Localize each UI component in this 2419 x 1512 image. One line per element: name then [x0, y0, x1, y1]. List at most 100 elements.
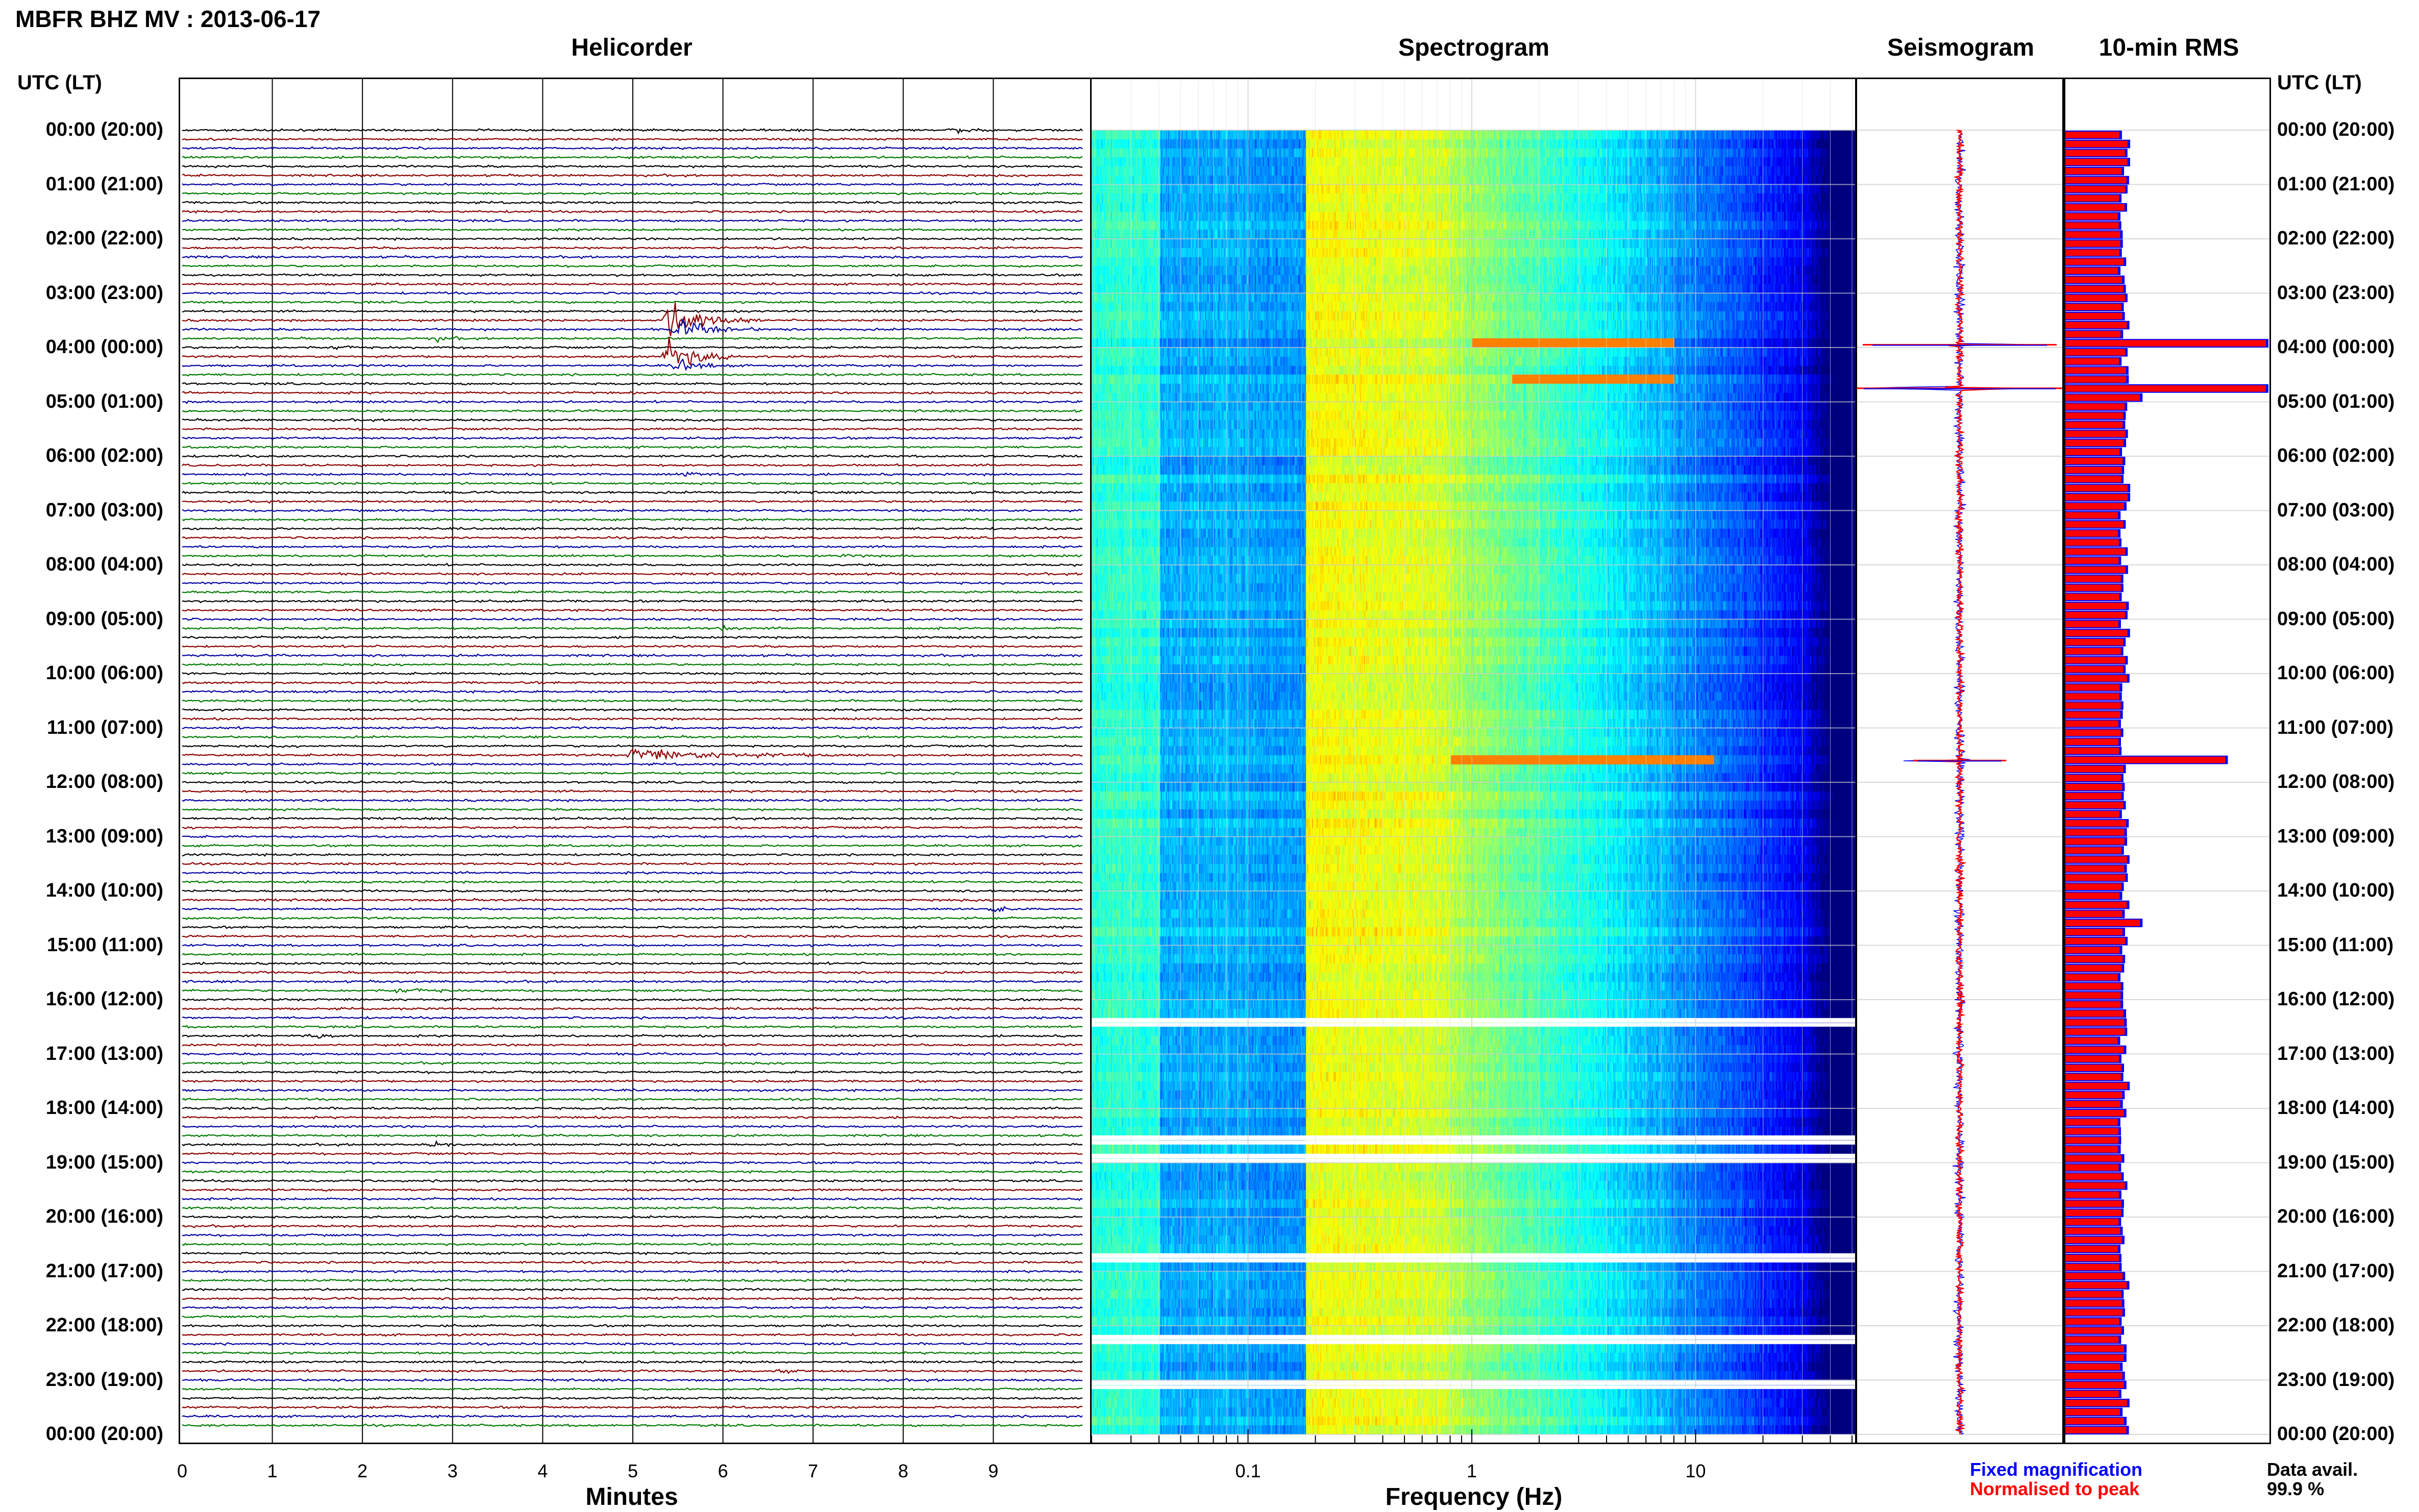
hour-label-right: 14:00 (10:00) — [2277, 880, 2395, 901]
rms-bar-normalised — [2065, 521, 2124, 528]
rms-bar-normalised — [2065, 249, 2119, 256]
rms-bar-normalised — [2065, 168, 2122, 175]
rms-bar-normalised — [2065, 593, 2119, 600]
hour-label-right: 16:00 (12:00) — [2277, 988, 2395, 1010]
rms-bar-normalised — [2065, 1263, 2119, 1271]
helicorder-trace — [182, 689, 1083, 694]
helicorder-trace — [182, 653, 1083, 658]
helicorder-trace — [182, 1115, 1083, 1120]
rms-bar-normalised — [2065, 376, 2127, 383]
seismogram-plot — [1857, 129, 2062, 1435]
hour-label-right: 17:00 (13:00) — [2277, 1043, 2395, 1064]
hour-label-right: 20:00 (16:00) — [2277, 1206, 2395, 1227]
helicorder-trace — [182, 617, 1083, 622]
helicorder-trace — [182, 624, 1083, 632]
rms-bar-normalised — [2065, 485, 2128, 491]
rms-bar-normalised — [2065, 657, 2126, 664]
hour-label-right: 00:00 (20:00) — [2277, 119, 2395, 140]
rms-bar-normalised — [2065, 893, 2120, 899]
rms-bar-normalised — [2065, 729, 2121, 736]
utc-axis-label-right: UTC (LT) — [2277, 71, 2362, 94]
helicorder-trace — [182, 517, 1083, 522]
helicorder-trace — [182, 1360, 1083, 1365]
helicorder-trace — [182, 373, 1083, 377]
helicorder-trace — [182, 1140, 1083, 1148]
rms-bar-normalised — [2065, 422, 2123, 428]
helicorder-tick-label: 7 — [808, 1460, 819, 1481]
helicorder-trace — [182, 862, 1083, 866]
helicorder-title: Helicorder — [571, 34, 693, 61]
rms-bar-normalised — [2065, 1164, 2119, 1171]
helicorder-trace — [182, 481, 1083, 486]
helicorder-trace — [182, 300, 1083, 304]
hour-label-left: 09:00 (05:00) — [45, 608, 163, 630]
helicorder-tick-label: 0 — [177, 1460, 188, 1481]
helicorder-trace — [182, 218, 1083, 223]
helicorder-trace — [182, 245, 1083, 250]
rms-bar-normalised — [2065, 1236, 2122, 1244]
rms-bar-normalised — [2065, 1037, 2118, 1044]
hour-label-right: 01:00 (21:00) — [2277, 173, 2395, 195]
helicorder-trace — [182, 562, 1083, 567]
hour-label-left: 05:00 (01:00) — [45, 390, 163, 412]
chart-title: MBFR BHZ MV : 2013-06-17 — [15, 6, 321, 32]
helicorder-trace — [182, 1097, 1083, 1102]
rms-bar-normalised — [2065, 639, 2124, 646]
spectrogram-grid — [1092, 79, 1855, 1443]
hour-label-left: 16:00 (12:00) — [45, 988, 163, 1010]
rms-bar-normalised — [2065, 1055, 2119, 1062]
helicorder-trace — [182, 255, 1083, 259]
rms-bar-normalised — [2065, 304, 2121, 310]
hour-label-right: 06:00 (02:00) — [2277, 445, 2395, 466]
hour-label-right: 15:00 (11:00) — [2277, 934, 2394, 956]
helicorder-trace — [182, 499, 1082, 504]
helicorder-trace — [182, 898, 1083, 903]
hour-label-right: 11:00 (07:00) — [2277, 716, 2394, 738]
helicorder-tick-label: 5 — [627, 1460, 638, 1481]
rms-bar-normalised — [2065, 1282, 2127, 1288]
helicorder-trace — [182, 1043, 1083, 1048]
helicorder-trace — [182, 1269, 1083, 1274]
helicorder-trace — [182, 1315, 1083, 1319]
rms-bar-normalised — [2065, 1400, 2127, 1406]
hour-label-right: 10:00 (06:00) — [2277, 662, 2395, 684]
rms-bar-normalised — [2065, 784, 2122, 790]
helicorder-trace — [182, 1233, 1083, 1237]
helicorder-trace — [182, 173, 1083, 178]
hour-label-left: 07:00 (03:00) — [45, 499, 163, 521]
helicorder-trace — [182, 889, 1083, 894]
rms-bar-normalised — [2065, 1255, 2119, 1261]
helicorder-trace — [182, 345, 1083, 351]
helicorder-trace — [182, 1088, 1083, 1093]
hour-label-left: 15:00 (11:00) — [46, 934, 163, 956]
helicorder-trace — [182, 1324, 1083, 1328]
rms-bar-normalised — [2065, 910, 2122, 918]
rms-bar-normalised — [2065, 792, 2121, 800]
hour-label-left: 20:00 (16:00) — [45, 1206, 163, 1227]
helicorder-trace — [182, 943, 1083, 948]
data-availability-label: Data avail. — [2267, 1459, 2358, 1480]
helicorder-trace — [182, 707, 1083, 712]
helicorder-trace — [182, 581, 1083, 585]
rms-bar-normalised — [2065, 1182, 2125, 1189]
helicorder-trace — [182, 1332, 1082, 1337]
helicorder-trace — [182, 291, 1083, 295]
hour-label-right: 08:00 (04:00) — [2277, 554, 2395, 575]
rms-bar-normalised — [2065, 476, 2121, 483]
helicorder-trace — [182, 445, 1083, 450]
helicorder-trace — [182, 734, 1083, 739]
helicorder-trace — [182, 1296, 1082, 1301]
helicorder-trace — [182, 544, 1083, 549]
seismogram-panel — [1856, 78, 2064, 1444]
helicorder-trace — [182, 780, 1083, 784]
helicorder-trace — [182, 417, 1083, 423]
helicorder-trace — [182, 871, 1083, 875]
rms-bar-normalised — [2065, 630, 2128, 636]
rms-bar-normalised — [2065, 385, 2266, 392]
helicorder-trace — [182, 572, 1083, 577]
hour-label-left: 00:00 (20:00) — [45, 1423, 163, 1445]
hour-label-right: 07:00 (03:00) — [2277, 499, 2395, 521]
helicorder-trace — [182, 1405, 1083, 1409]
hour-label-right: 04:00 (00:00) — [2277, 336, 2395, 358]
helicorder-panel — [179, 78, 1093, 1444]
